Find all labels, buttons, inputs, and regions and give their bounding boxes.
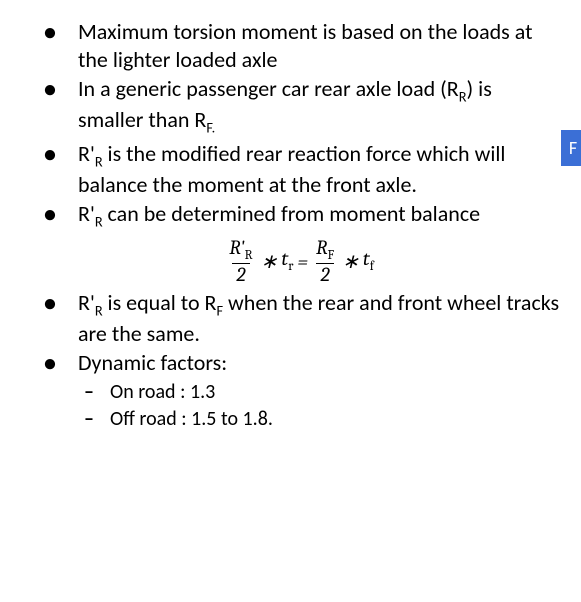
- numerator: RF: [312, 238, 338, 263]
- denominator: 2: [232, 263, 249, 285]
- bullet-text: Dynamic factors:: [78, 349, 227, 376]
- term: tf: [363, 246, 374, 275]
- bullet-item: Dynamic factors: On road : 1.3 Off road …: [38, 349, 561, 433]
- equals: =: [297, 249, 308, 274]
- bullet-text: is equal to R: [103, 289, 217, 316]
- subscript: F.: [206, 119, 215, 137]
- side-tab-label: F: [569, 137, 577, 159]
- sub-list: On road : 1.3 Off road : 1.5 to 1.8.: [78, 379, 561, 433]
- fraction: R'R 2: [225, 238, 256, 285]
- bullet-item: R'R is equal to RF when the rear and fro…: [38, 289, 561, 348]
- bullet-text: R': [78, 289, 95, 316]
- sub-item: On road : 1.3: [78, 379, 561, 406]
- bullet-text: Maximum torsion moment is based on the l…: [78, 18, 532, 73]
- operator: ∗: [342, 249, 359, 274]
- bullet-item: R'R is the modified rear reaction force …: [38, 140, 561, 199]
- bullet-item: Maximum torsion moment is based on the l…: [38, 18, 561, 73]
- denominator: 2: [316, 263, 333, 285]
- bullet-text: is the modified rear reaction force whic…: [78, 140, 505, 198]
- term: tr: [281, 246, 293, 275]
- bullet-text: R': [78, 140, 95, 167]
- side-tab[interactable]: F: [561, 130, 581, 166]
- subscript: R: [95, 213, 103, 231]
- equation: R'R 2 ∗ tr = RF 2 ∗ tf: [38, 238, 561, 285]
- bullet-item: In a generic passenger car rear axle loa…: [38, 75, 561, 138]
- subscript: R: [95, 301, 103, 319]
- bullet-list: Maximum torsion moment is based on the l…: [38, 18, 561, 433]
- sub-text: Off road : 1.5 to 1.8.: [110, 407, 273, 431]
- subscript: R: [459, 87, 467, 105]
- sub-item: Off road : 1.5 to 1.8.: [78, 406, 561, 433]
- fraction: RF 2: [312, 238, 338, 285]
- bullet-text: In a generic passenger car rear axle loa…: [78, 75, 459, 102]
- subscript: R: [95, 152, 103, 170]
- bullet-text: can be determined from moment balance: [103, 200, 481, 227]
- bullet-text: R': [78, 200, 95, 227]
- operator: ∗: [261, 249, 278, 274]
- bullet-item: R'R can be determined from moment balanc…: [38, 200, 561, 284]
- numerator: R'R: [225, 238, 256, 263]
- sub-text: On road : 1.3: [110, 380, 215, 404]
